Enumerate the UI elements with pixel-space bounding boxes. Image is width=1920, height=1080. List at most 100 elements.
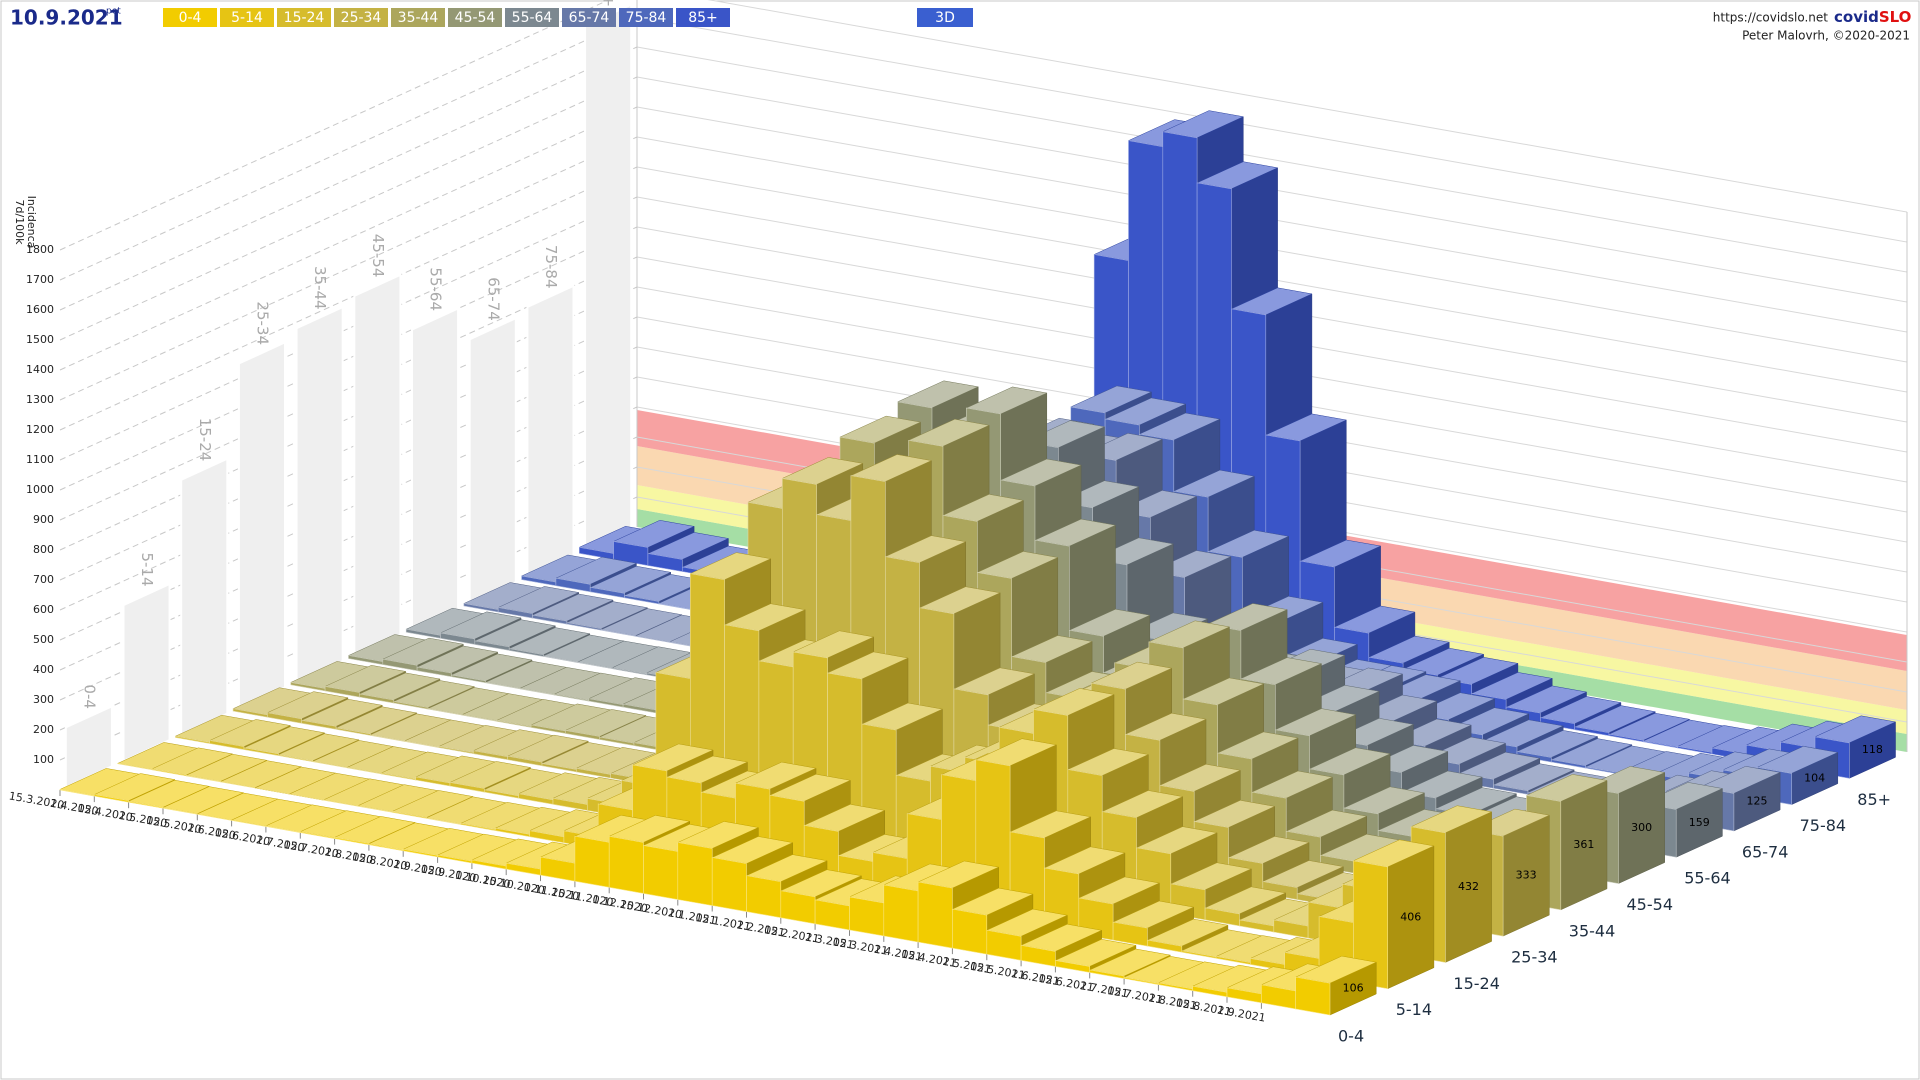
y-axis-title: Incidenca [25,196,38,249]
end-value-label: 118 [1862,743,1883,756]
y-tick-label: 1300 [26,393,54,406]
wall-bar-label: 5-14 [138,552,156,586]
bar-front [565,730,601,740]
bar-front [1055,960,1090,973]
y-tick-label: 1100 [26,453,54,466]
row-label: 0-4 [1338,1027,1364,1046]
brand-part: SLO [1879,8,1912,26]
bar-front [416,666,452,678]
bar-front [917,881,953,949]
grid-line [636,16,1908,243]
day-name: pet [106,7,121,17]
bar-front [711,857,747,912]
row-label: 45-54 [1627,895,1674,914]
legend-label[interactable]: 75-84 [626,10,667,26]
bar-front [497,607,533,619]
bar-front [589,586,625,599]
row-label: 85+ [1857,790,1891,809]
legend-button[interactable] [505,8,559,27]
legend-label[interactable]: 35-44 [398,10,439,26]
legend-label[interactable]: 0-4 [179,10,202,26]
end-value-label: 361 [1573,838,1594,851]
bar-front [335,727,371,736]
legend-button[interactable] [619,8,673,27]
grid-line [59,316,638,581]
legend-label[interactable]: 15-24 [284,10,325,26]
grid-line [59,16,638,281]
wall-bar-label: 35-44 [311,266,329,310]
y-tick-label: 1700 [26,273,54,286]
legend-label[interactable]: 45-54 [455,10,496,26]
end-value-label: 104 [1804,771,1825,784]
end-value-label: 300 [1631,821,1652,834]
bar-front [209,740,245,750]
bar-front [1112,921,1148,947]
legend-button[interactable] [163,8,217,27]
row-label: 65-74 [1742,842,1789,861]
bar-front [883,884,919,943]
grid-line [59,166,638,431]
bar-front [449,782,485,793]
grid-line [59,46,638,311]
grid-line [636,46,1908,273]
wall-bar [526,284,575,579]
y-tick-label: 100 [33,753,54,766]
wall-bar [180,457,229,737]
bar-front [608,835,644,894]
bar-front [1574,726,1610,737]
brand: covidSLO [1834,8,1911,26]
bar-front [780,890,816,925]
grid-line [59,0,610,251]
bar-front [393,701,429,710]
wall-bar-label: 45-54 [369,234,387,278]
y-tick-label: 1500 [26,333,54,346]
wall-bar [237,340,286,711]
grid-line [59,76,638,341]
bar-front [1295,976,1331,1016]
wall-bar-label: 25-34 [254,301,272,345]
legend-label[interactable]: 65-74 [569,10,610,26]
bar-front [624,595,660,605]
legend-button[interactable] [391,8,445,27]
bar-front [746,875,782,919]
y-tick-label: 800 [33,543,54,556]
bar-front [451,674,487,684]
bar-front [508,648,544,657]
wall-bar [584,3,633,553]
grid-line [59,226,638,491]
bar [1294,955,1378,1016]
y-tick-label: 300 [33,693,54,706]
mode-button[interactable] [917,8,973,27]
y-tick-label: 200 [33,723,54,736]
legend-button[interactable] [277,8,331,27]
legend-label[interactable]: 25-34 [341,10,382,26]
wall-bar-label: 65-74 [484,277,502,321]
bar-front [440,632,476,645]
legend-label[interactable]: 55-64 [512,10,553,26]
bar-front [243,747,279,756]
legend-button[interactable] [676,8,730,27]
bar-front [474,640,510,651]
bar-front [301,719,337,730]
y-tick-label: 500 [33,633,54,646]
bar-front [94,794,129,803]
grid-line [59,136,638,401]
row-label: 15-24 [1453,974,1500,993]
legend-button[interactable] [220,8,274,27]
legend-button[interactable] [334,8,388,27]
bar-front [647,553,683,572]
grid-line [59,256,638,521]
y-tick-label: 700 [33,573,54,586]
legend-label[interactable]: 85+ [688,10,718,26]
legend-button[interactable] [562,8,616,27]
source-url: https://covidslo.net [1713,11,1829,25]
wall-bar-label: 15-24 [196,418,214,462]
bar-front [555,577,591,593]
legend-button[interactable] [448,8,502,27]
mode-button-label[interactable]: 3D [935,10,955,26]
y-tick-label: 1200 [26,423,54,436]
legend-label[interactable]: 5-14 [231,10,263,26]
bar-front [278,754,314,763]
wall-bar-label: 85+ [600,0,618,7]
y-tick-label: 900 [33,513,54,526]
